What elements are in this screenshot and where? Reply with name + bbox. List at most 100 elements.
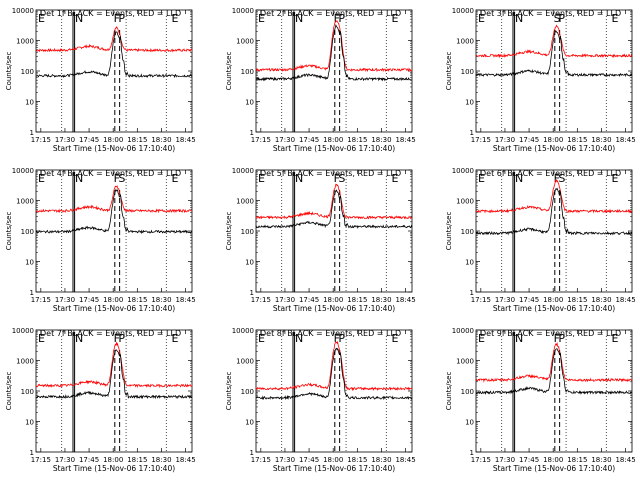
y-tick-label: 10: [25, 419, 34, 427]
x-tick-label: 17:30: [55, 136, 75, 144]
series-line-events: [35, 188, 193, 235]
x-tick-label: 18:45: [395, 456, 415, 464]
x-tick-label: 18:30: [151, 296, 171, 304]
y-tick-label: 1: [250, 449, 254, 457]
annotation-letter: E: [171, 332, 178, 345]
x-tick-label: 18:30: [591, 296, 611, 304]
x-tick-label: 17:15: [251, 136, 271, 144]
x-tick-label: 18:15: [567, 296, 587, 304]
chart-panel: Det 2f BLACK = Events, RED = LLD 1 10 100 10…: [225, 7, 416, 153]
x-tick-label: 18:15: [127, 296, 147, 304]
annotation-letter: F: [114, 332, 120, 345]
annotation-letter: E: [478, 12, 485, 25]
x-tick-label: 18:00: [103, 456, 123, 464]
series-line-events: [36, 31, 193, 79]
x-tick-label: 17:45: [79, 296, 99, 304]
series-line-lld: [475, 24, 633, 59]
y-tick-label: 100: [21, 388, 34, 396]
annotation-letter: E: [38, 332, 45, 345]
x-tick-label: 17:30: [55, 296, 75, 304]
x-tick-label: 18:45: [175, 136, 195, 144]
y-axis-label: Counts/sec: [5, 372, 13, 411]
y-tick-label: 100: [21, 228, 34, 236]
x-tick-label: 17:45: [519, 136, 539, 144]
chart-title: Det 5f BLACK = Events, RED = LLD: [260, 169, 401, 178]
x-tick-label: 17:30: [495, 456, 515, 464]
annotation-letter: S: [338, 172, 345, 185]
x-tick-label: 17:45: [519, 456, 539, 464]
annotation-letter: F: [114, 172, 120, 185]
y-tick-label: 100: [241, 68, 254, 76]
x-tick-label: 17:30: [275, 456, 295, 464]
x-tick-label: 18:30: [371, 296, 391, 304]
x-axis-label: Start Time (15-Nov-06 17:10:40): [493, 144, 615, 153]
series-line-events: [475, 30, 633, 78]
series-line-lld: [35, 341, 193, 389]
y-tick-label: 10000: [12, 167, 34, 175]
y-tick-label: 1000: [236, 38, 254, 46]
chart-panel: Det 4f BLACK = Events, RED = LLD 1 10 100 10…: [5, 167, 196, 313]
series-line-lld: [35, 26, 193, 53]
x-tick-label: 18:45: [615, 456, 635, 464]
y-axis-label: Counts/sec: [225, 212, 233, 251]
series-line-lld: [475, 341, 633, 383]
annotation-letter: N: [295, 332, 303, 345]
chart-title: Det 8f BLACK = Events, RED = LLD: [260, 329, 401, 338]
y-tick-label: 1: [470, 129, 474, 137]
y-tick-label: 10: [245, 419, 254, 427]
annotation-letter: N: [75, 172, 83, 185]
x-tick-label: 18:45: [395, 136, 415, 144]
annotation-letter: E: [391, 332, 398, 345]
x-axis-label: Start Time (15-Nov-06 17:10:40): [493, 304, 615, 313]
chart-panel: Det 5f BLACK = Events, RED = LLD 1 10 100 10…: [225, 167, 416, 313]
x-tick-label: 17:45: [299, 456, 319, 464]
y-tick-label: 1000: [16, 38, 34, 46]
x-tick-label: 18:30: [371, 456, 391, 464]
annotation-letter: N: [75, 12, 83, 25]
chart-title: Det 6f BLACK = Events, RED = LLD: [480, 169, 621, 178]
y-axis-label: Counts/sec: [445, 372, 453, 411]
x-axis-label: Start Time (15-Nov-06 17:10:40): [53, 144, 175, 153]
y-tick-label: 10: [245, 259, 254, 267]
x-tick-label: 17:45: [79, 456, 99, 464]
annotation-letter: E: [258, 332, 265, 345]
annotation-letter: E: [171, 172, 178, 185]
y-tick-label: 1: [470, 289, 474, 297]
series-line-events: [255, 189, 413, 229]
y-tick-label: 100: [461, 68, 474, 76]
y-axis-label: Counts/sec: [225, 52, 233, 91]
chart-title: Det 9f BLACK = Events, RED = LLD: [480, 329, 621, 338]
y-axis-label: Counts/sec: [5, 52, 13, 91]
series-line-lld: [255, 20, 413, 73]
x-tick-label: 17:15: [251, 456, 271, 464]
series-line-lld: [475, 179, 632, 214]
annotation-letter: E: [478, 332, 485, 345]
y-tick-label: 10: [465, 99, 474, 107]
x-tick-label: 18:30: [591, 456, 611, 464]
annotation-letter: P: [338, 332, 345, 345]
x-tick-label: 17:30: [495, 296, 515, 304]
y-tick-label: 100: [21, 68, 34, 76]
annotation-letter: F: [334, 332, 340, 345]
x-tick-label: 18:30: [151, 136, 171, 144]
y-tick-label: 10000: [452, 327, 474, 335]
y-tick-label: 100: [461, 228, 474, 236]
y-tick-label: 10: [465, 259, 474, 267]
annotation-letter: S: [554, 12, 561, 25]
y-tick-label: 10: [465, 419, 474, 427]
annotation-letter: P: [558, 332, 565, 345]
annotation-letter: E: [38, 12, 45, 25]
x-tick-label: 18:30: [151, 456, 171, 464]
y-tick-label: 1: [470, 449, 474, 457]
x-axis-label: Start Time (15-Nov-06 17:10:40): [53, 304, 175, 313]
series-line-lld: [255, 183, 412, 220]
series-line-events: [475, 187, 632, 236]
x-tick-label: 18:45: [395, 296, 415, 304]
x-tick-label: 18:45: [615, 136, 635, 144]
annotation-letter: E: [478, 172, 485, 185]
annotation-letter: E: [391, 172, 398, 185]
annotation-letter: E: [171, 12, 178, 25]
x-tick-label: 17:15: [31, 456, 51, 464]
